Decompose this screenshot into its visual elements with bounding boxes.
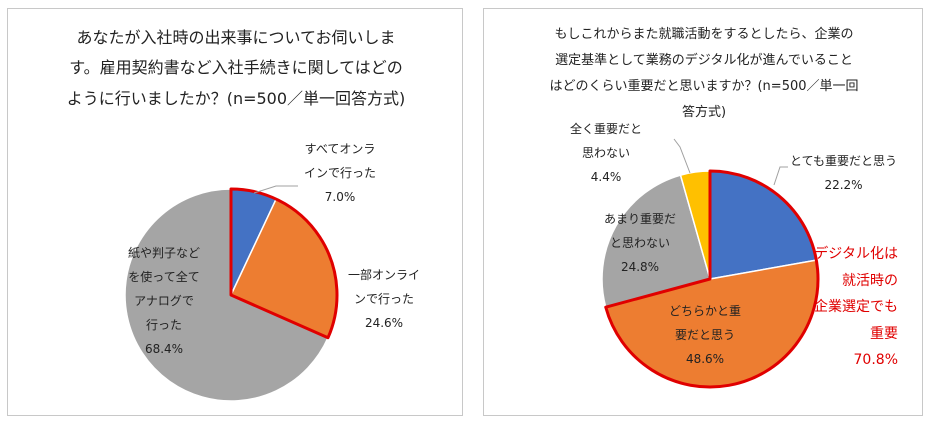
pie-chart-right — [601, 138, 820, 389]
title-line: あなたが入社時の出来事についてお伺いしま — [76, 28, 396, 47]
chart-panel-left: あなたが入社時の出来事についてお伺いしま す。雇用契約書など入社手続きに関しては… — [7, 8, 463, 416]
chart-panel-right: もしこれからまた就職活動をするとしたら、企業の 選定基準として業務のデジタル化が… — [483, 8, 923, 416]
title-line: す。雇用契約書など入社手続きに関してはどの — [69, 58, 403, 78]
pie-slice — [124, 188, 330, 402]
pie-chart-left — [124, 185, 339, 402]
slice-label-analog: 紙や判子など を使って全て アナログで 行った 68.4% — [128, 246, 201, 356]
highlight-annotation: デジタル化は 就活時の 企業選定でも 重要 70.8% — [814, 246, 898, 369]
slice-label-very-important: とても重要だと思う 22.2% — [790, 154, 898, 192]
pie-slice — [601, 174, 711, 309]
title-line: はどのくらい重要だと思いますか？(n=500／単一回 — [549, 79, 859, 94]
leader-line — [253, 185, 298, 194]
highlight-outline — [229, 187, 339, 340]
chart-title-right: もしこれからまた就職活動をするとしたら、企業の 選定基準として業務のデジタル化が… — [484, 22, 924, 126]
slice-label-online-all: すべてオンラ インで行った 7.0% — [304, 142, 377, 204]
chart-title-left: あなたが入社時の出来事についてお伺いしま す。雇用契約書など入社手続きに関しては… — [8, 23, 464, 114]
leader-line — [673, 138, 691, 174]
slice-label-online-partial: 一部オンライ ンで行った 24.6% — [348, 268, 421, 330]
leader-line — [773, 166, 788, 186]
title-line: 選定基準として業務のデジタル化が進んでいること — [555, 53, 853, 68]
title-line: ように行いましたか？(n=500／単一回答方式) — [66, 88, 406, 108]
slice-label-somewhat-important: どちらかと重 要だと思う 48.6% — [669, 304, 742, 366]
slice-label-not-very-important: あまり重要だ と思わない 24.8% — [604, 212, 677, 274]
title-line: 答方式) — [681, 105, 727, 120]
highlight-outline — [604, 169, 820, 389]
slice-label-not-important: 全く重要だと 思わない 4.4% — [570, 122, 643, 184]
title-line: もしこれからまた就職活動をするとしたら、企業の — [554, 27, 854, 42]
